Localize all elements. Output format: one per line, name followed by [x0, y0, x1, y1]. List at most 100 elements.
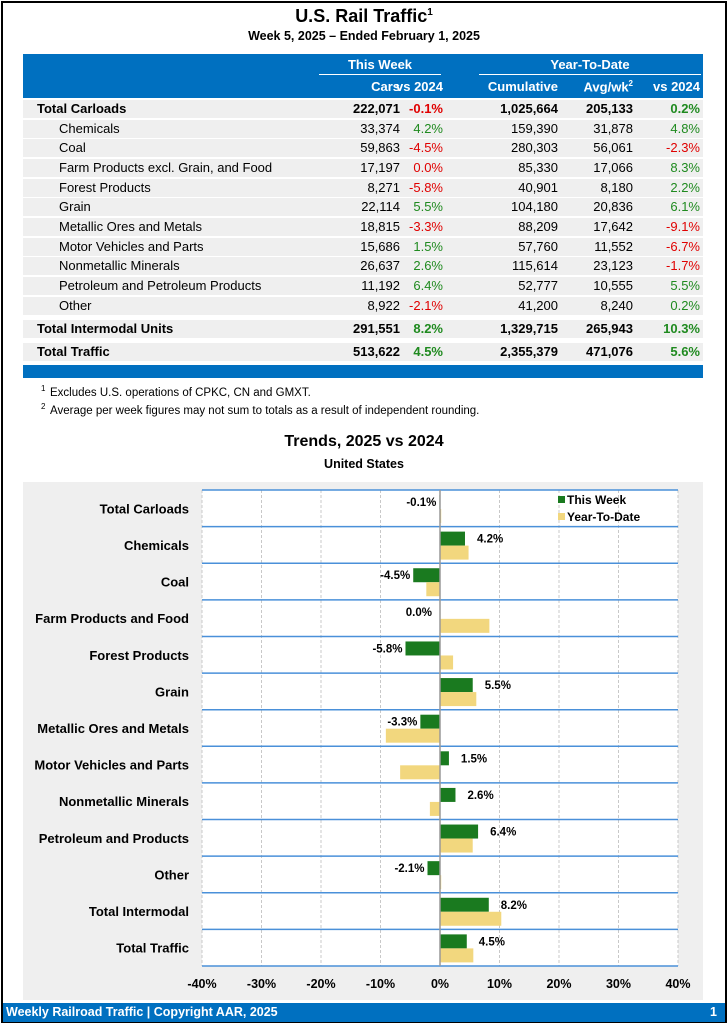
row-label: Nonmetallic Minerals [59, 258, 180, 273]
row-label: Grain [59, 199, 91, 214]
category-label: Forest Products [89, 648, 189, 663]
ytd-vs-2024: 4.8% [670, 121, 700, 136]
week-vs-2024: -4.5% [409, 140, 443, 155]
bar-this-week [440, 531, 465, 546]
ytd-vs-2024: -2.3% [666, 140, 700, 155]
footer: Weekly Railroad Traffic | Copyright AAR,… [3, 1003, 725, 1022]
x-tick-label: 30% [606, 977, 631, 991]
table-row: Petroleum and Petroleum Products 11,192 … [23, 277, 703, 295]
data-label: -5.8% [372, 643, 402, 655]
bar-this-week [440, 751, 449, 766]
week-vs-2024: -2.1% [409, 298, 443, 313]
cumulative: 1,025,664 [500, 101, 558, 116]
data-label: 6.4% [490, 827, 516, 839]
table-row: Farm Products excl. Grain, and Food 17,1… [23, 159, 703, 177]
week-vs-2024: 0.0% [413, 160, 443, 175]
table-row: Motor Vehicles and Parts 15,686 1.5% 57,… [23, 238, 703, 256]
bar-this-week [413, 568, 440, 583]
avg-per-week: 8,240 [600, 298, 633, 313]
ytd-vs-2024: -1.7% [666, 258, 700, 273]
category-label: Total Carloads [100, 501, 189, 516]
cumulative: 1,329,715 [500, 321, 558, 336]
ytd-vs-2024: 0.2% [670, 101, 700, 116]
cumulative: 88,209 [518, 219, 558, 234]
week-vs-2024: 8.2% [413, 321, 443, 336]
cumulative: 280,303 [511, 140, 558, 155]
avg-per-week: 20,836 [593, 199, 633, 214]
bar-ytd [440, 692, 477, 707]
data-label: 4.2% [477, 534, 503, 546]
cumulative: 41,200 [518, 298, 558, 313]
footnote-2: 2 Average per week figures may not sum to… [41, 402, 480, 417]
group-ytd: Year-To-Date [479, 57, 701, 75]
ytd-vs-2024: -6.7% [666, 239, 700, 254]
bar-this-week [440, 787, 456, 802]
cars: 22,114 [361, 199, 400, 214]
table-row: Total Traffic 513,622 4.5% 2,355,379 471… [23, 343, 703, 361]
bar-ytd [440, 948, 474, 963]
bar-ytd [426, 582, 440, 597]
data-label: 0.0% [406, 607, 432, 619]
category-label: Total Traffic [116, 941, 189, 956]
bar-this-week [420, 714, 440, 729]
row-label: Total Intermodal Units [37, 321, 174, 336]
table-row: Coal 59,863 -4.5% 280,303 56,061 -2.3% [23, 139, 703, 157]
cars: 15,686 [360, 239, 400, 254]
cars: 291,551 [353, 321, 400, 336]
category-label: Chemicals [124, 538, 189, 553]
bar-ytd [385, 728, 440, 743]
x-tick-label: 10% [487, 977, 512, 991]
table-row: Chemicals 33,374 4.2% 159,390 31,878 4.8… [23, 120, 703, 138]
cumulative: 159,390 [511, 121, 558, 136]
ytd-vs-2024: -9.1% [666, 219, 700, 234]
col-avg: Avg/wk2 [583, 79, 633, 95]
avg-per-week: 17,642 [593, 219, 633, 234]
x-tick-label: -40% [187, 977, 216, 991]
footnote-1: 1 Excludes U.S. operations of CPKC, CN an… [41, 384, 311, 399]
row-label: Other [59, 298, 92, 313]
row-label: Chemicals [59, 121, 120, 136]
avg-per-week: 10,555 [593, 278, 633, 293]
week-vs-2024: -3.3% [409, 219, 443, 234]
table-row: Nonmetallic Minerals 26,637 2.6% 115,614… [23, 257, 703, 275]
row-label: Coal [59, 140, 86, 155]
avg-per-week: 8,180 [600, 180, 633, 195]
x-tick-label: 0% [431, 977, 449, 991]
cars: 59,863 [360, 140, 400, 155]
category-label: Metallic Ores and Metals [37, 721, 189, 736]
row-label: Forest Products [59, 180, 151, 195]
week-vs-2024: 4.5% [413, 344, 443, 359]
bar-ytd [429, 801, 440, 816]
avg-per-week: 205,133 [586, 101, 633, 116]
data-label: 2.6% [467, 790, 493, 802]
bar-this-week [440, 897, 489, 912]
group-this-week: This Week [319, 57, 441, 75]
bar-this-week [440, 678, 473, 693]
legend-label: This Week [567, 493, 626, 507]
row-label: Metallic Ores and Metals [59, 219, 203, 234]
avg-per-week: 17,066 [593, 160, 633, 175]
bar-ytd [440, 911, 502, 926]
ytd-vs-2024: 0.2% [670, 298, 700, 313]
cars: 18,815 [360, 219, 400, 234]
category-label: Farm Products and Food [35, 611, 189, 626]
bar-this-week [440, 824, 479, 839]
data-label: 8.2% [501, 900, 527, 912]
page-title: U.S. Rail Traffic1 [295, 6, 433, 26]
cumulative: 40,901 [518, 180, 558, 195]
ytd-vs-2024: 5.5% [670, 278, 700, 293]
page-subtitle: Week 5, 2025 – Ended February 1, 2025 [248, 29, 480, 43]
data-label: -0.1% [406, 497, 436, 509]
category-label: Total Intermodal [89, 904, 189, 919]
row-label: Total Carloads [37, 101, 127, 116]
ytd-vs-2024: 8.3% [670, 160, 700, 175]
data-label: -2.1% [394, 863, 424, 875]
footer-text: Weekly Railroad Traffic | Copyright AAR,… [6, 1005, 278, 1019]
row-label: Farm Products excl. Grain, and Food [59, 160, 273, 175]
avg-per-week: 56,061 [593, 140, 633, 155]
bar-ytd [440, 618, 490, 633]
cumulative: 52,777 [518, 278, 558, 293]
week-vs-2024: 5.5% [413, 199, 443, 214]
